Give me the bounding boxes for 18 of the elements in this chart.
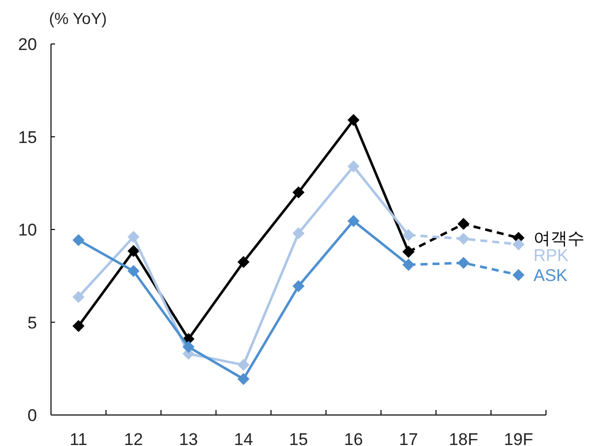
series-label: RPK <box>534 246 570 265</box>
y-tick-label: 15 <box>18 128 37 147</box>
y-axis-title: (% YoY) <box>49 11 107 28</box>
series-label: 여객수 <box>534 228 584 248</box>
x-tick-label: 11 <box>70 430 88 446</box>
x-tick-label: 14 <box>234 430 253 446</box>
x-tick-label: 15 <box>289 430 308 446</box>
y-tick-label: 10 <box>18 220 37 240</box>
x-tick-label: 18F <box>448 430 478 446</box>
series-label: ASK <box>534 266 568 285</box>
x-tick-label: 19F <box>504 430 534 446</box>
x-tick-label: 12 <box>124 430 143 446</box>
y-tick-label: 20 <box>18 35 37 54</box>
x-tick-label: 13 <box>179 430 198 446</box>
x-tick-label: 16 <box>344 430 363 446</box>
x-tick-label: 17 <box>399 430 418 446</box>
y-tick-label: 5 <box>28 313 37 332</box>
y-tick-label: 0 <box>28 406 37 425</box>
